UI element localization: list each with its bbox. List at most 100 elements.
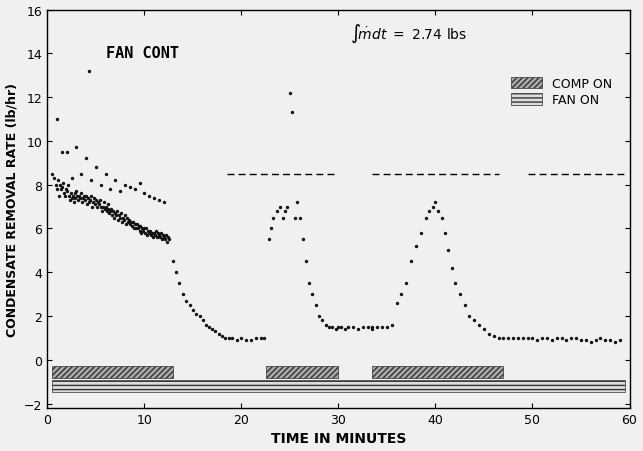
Point (76, 190, 86, 198)
Point (236, 335, 246, 342)
Point (86, 193, 96, 200)
Point (117, 219, 127, 226)
Point (518, 335, 528, 342)
Point (70, 195, 80, 202)
Point (416, 230, 426, 237)
Point (129, 221, 140, 228)
Point (123, 219, 133, 226)
Point (459, 302, 469, 309)
Point (136, 230, 147, 237)
Point (311, 302, 322, 309)
Point (503, 335, 513, 342)
Point (138, 226, 148, 233)
Point (294, 215, 305, 222)
Point (157, 236, 167, 244)
Bar (372, 367, 503, 379)
Point (556, 335, 566, 342)
Point (106, 206, 116, 213)
Point (428, 203, 438, 211)
Point (153, 230, 163, 237)
Point (140, 190, 150, 198)
Point (321, 322, 331, 329)
Point (552, 335, 562, 342)
Point (144, 193, 154, 200)
Point (132, 226, 143, 233)
Point (146, 232, 156, 239)
Point (129, 226, 139, 233)
Point (93, 199, 103, 207)
Point (449, 280, 460, 287)
Point (367, 324, 377, 331)
Point (118, 215, 128, 222)
Point (191, 311, 201, 318)
Point (396, 291, 406, 298)
Point (98, 199, 109, 207)
Point (576, 337, 586, 344)
Point (178, 291, 188, 298)
Point (493, 335, 503, 342)
Point (197, 317, 208, 324)
Point (210, 328, 221, 335)
Point (323, 324, 334, 331)
Point (251, 335, 261, 342)
Point (87, 203, 97, 211)
Point (58, 179, 68, 187)
Point (116, 210, 126, 217)
Point (79, 193, 89, 200)
Text: FAN CONT: FAN CONT (105, 46, 179, 61)
Point (52, 116, 62, 124)
Point (382, 324, 392, 331)
Point (125, 219, 136, 226)
Point (145, 228, 156, 235)
Point (171, 269, 181, 276)
Point (163, 234, 173, 241)
Point (304, 280, 314, 287)
Point (278, 215, 288, 222)
Legend: COMP ON, FAN ON: COMP ON, FAN ON (506, 73, 617, 112)
Point (57, 149, 67, 156)
Point (80, 197, 90, 204)
Point (52, 186, 62, 193)
Point (120, 212, 130, 220)
Point (60, 193, 70, 200)
Point (100, 206, 110, 213)
Point (204, 324, 215, 331)
Point (168, 258, 179, 265)
Point (272, 208, 282, 215)
Point (174, 280, 185, 287)
Point (386, 322, 397, 329)
Point (571, 335, 581, 342)
Point (74, 193, 84, 200)
Point (138, 228, 149, 235)
Point (140, 226, 150, 233)
Point (53, 177, 63, 184)
Point (297, 236, 307, 244)
Point (140, 230, 150, 237)
Point (566, 335, 576, 342)
Point (590, 337, 601, 344)
Bar (266, 367, 338, 379)
Point (561, 337, 572, 344)
Point (154, 197, 164, 204)
Point (76, 171, 86, 178)
Point (150, 232, 160, 239)
Point (314, 313, 324, 320)
Point (246, 337, 257, 344)
Point (401, 280, 412, 287)
Point (327, 324, 337, 331)
Point (264, 236, 274, 244)
Point (100, 171, 111, 178)
Point (532, 337, 543, 344)
Point (155, 234, 165, 241)
Point (134, 228, 145, 235)
Point (109, 215, 120, 222)
Point (527, 335, 538, 342)
Point (108, 208, 118, 215)
Point (51, 182, 61, 189)
Point (447, 265, 457, 272)
Point (85, 197, 95, 204)
Point (151, 228, 161, 235)
Point (372, 324, 383, 331)
Point (71, 188, 82, 195)
Point (131, 221, 141, 228)
